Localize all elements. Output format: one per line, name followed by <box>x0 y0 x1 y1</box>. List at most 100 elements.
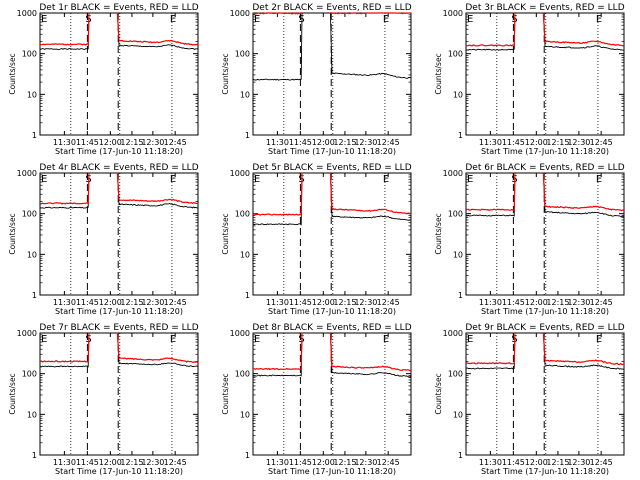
x-tick-label: 12:15 <box>546 298 569 307</box>
series-line-post-lld <box>542 12 625 47</box>
y-tick-label: 1 <box>245 451 250 460</box>
marker-end-label: E <box>170 14 176 25</box>
marker-end-label: E <box>383 174 389 185</box>
y-tick-label: 1000 <box>443 9 463 18</box>
x-tick-label: 12:30 <box>354 138 377 147</box>
marker-end-label: E <box>383 334 389 345</box>
marker-left-label: E <box>467 174 473 185</box>
x-tick-label: 11:30 <box>479 138 502 147</box>
x-axis-label: Start Time (17-Jun-10 11:18:20) <box>481 147 609 156</box>
y-tick-label: 100 <box>235 370 250 379</box>
x-tick-label: 11:45 <box>289 298 312 307</box>
marker-left-label: E <box>467 14 473 25</box>
y-tick-label: 1 <box>245 291 250 300</box>
series-line-pre-events <box>39 172 90 209</box>
chart-panel-8: Det 8r BLACK = Events, RED = LLD 1 10 100 10… <box>221 323 412 476</box>
series-line-post-events <box>542 172 625 218</box>
y-tick-label: 10 <box>240 410 250 419</box>
x-tick-label: 12:45 <box>377 138 400 147</box>
x-tick-label: 11:45 <box>502 298 525 307</box>
series-line-post-lld <box>542 332 625 366</box>
plot-frame <box>39 12 199 136</box>
x-tick-label: 12:15 <box>333 138 356 147</box>
series-line-pre-events <box>252 172 303 226</box>
series-line-pre-events <box>253 332 303 377</box>
x-tick-label: 12:15 <box>546 138 569 147</box>
series-line-pre-events <box>252 12 303 81</box>
marker-end-label: E <box>383 14 389 25</box>
y-tick-label: 10 <box>27 250 37 259</box>
chart-panel-7: Det 7r BLACK = Events, RED = LLD 1 10 100 10… <box>8 323 199 476</box>
marker-left-label: E <box>41 14 47 25</box>
series-line-post-events <box>116 332 199 368</box>
x-tick-label: 12:45 <box>590 138 613 147</box>
y-axis-label: Counts/sec <box>221 373 230 414</box>
x-tick-label: 11:30 <box>266 298 289 307</box>
x-tick-label: 12:15 <box>120 138 143 147</box>
y-tick-label: 1 <box>458 451 463 460</box>
series-line-pre-lld <box>39 12 90 46</box>
series-line-pre-lld <box>465 172 516 211</box>
series-line-pre-lld <box>252 172 303 217</box>
series-line-post-lld <box>116 12 199 46</box>
chart-panel-3: Det 3r BLACK = Events, RED = LLD 1 10 100 10… <box>434 3 625 156</box>
x-tick-label: 11:45 <box>76 138 99 147</box>
x-tick-label: 12:30 <box>141 138 164 147</box>
y-tick-label: 10 <box>240 250 250 259</box>
x-tick-label: 12:00 <box>99 458 122 467</box>
y-tick-label: 1 <box>458 131 463 140</box>
y-axis-label: Counts/sec <box>434 53 443 94</box>
x-tick-label: 12:30 <box>354 298 377 307</box>
y-tick-label: 100 <box>448 50 463 59</box>
marker-end-label: E <box>596 14 602 25</box>
x-tick-label: 12:15 <box>546 458 569 467</box>
y-tick-label: 1000 <box>443 169 463 178</box>
plot-frame <box>465 332 625 456</box>
x-tick-label: 12:00 <box>525 138 548 147</box>
y-axis-label: Counts/sec <box>221 213 230 254</box>
x-tick-label: 12:30 <box>354 458 377 467</box>
marker-end-label: E <box>596 334 602 345</box>
marker-left-label: E <box>254 174 260 185</box>
y-tick-label: 1000 <box>230 329 250 338</box>
marker-left-label: E <box>467 334 473 345</box>
chart-panel-1: Det 1r BLACK = Events, RED = LLD 1 10 100 10… <box>8 3 199 156</box>
plot-frame <box>465 172 625 296</box>
series-line-post-lld <box>329 332 412 372</box>
series-line-post-lld <box>116 172 199 205</box>
y-tick-label: 100 <box>448 210 463 219</box>
series-line-pre-events <box>466 12 516 51</box>
x-axis-label: Start Time (17-Jun-10 11:18:20) <box>55 147 183 156</box>
x-tick-label: 11:30 <box>479 458 502 467</box>
x-tick-label: 11:30 <box>479 298 502 307</box>
marker-left-label: E <box>254 14 260 25</box>
series-line-post-events <box>329 12 412 79</box>
y-tick-label: 1000 <box>17 169 37 178</box>
y-axis-label: Counts/sec <box>221 53 230 94</box>
series-line-post-lld <box>329 172 412 215</box>
series-line-pre-lld <box>39 332 90 363</box>
series-line-post-events <box>542 332 625 370</box>
y-tick-label: 100 <box>22 210 37 219</box>
y-tick-label: 10 <box>453 90 463 99</box>
y-tick-label: 1 <box>32 291 37 300</box>
x-tick-label: 12:30 <box>567 138 590 147</box>
x-tick-label: 12:30 <box>141 298 164 307</box>
chart-title: Det 6r BLACK = Events, RED = LLD <box>465 163 624 173</box>
chart-title: Det 3r BLACK = Events, RED = LLD <box>465 3 624 13</box>
x-axis-label: Start Time (17-Jun-10 11:18:20) <box>55 467 183 476</box>
x-tick-label: 12:45 <box>164 298 187 307</box>
series-line-post-events <box>329 172 412 221</box>
y-tick-label: 1000 <box>443 329 463 338</box>
plot-frame <box>39 332 199 456</box>
x-tick-label: 12:00 <box>525 298 548 307</box>
y-axis-label: Counts/sec <box>8 53 17 94</box>
y-tick-label: 1000 <box>17 9 37 18</box>
x-tick-label: 11:45 <box>502 138 525 147</box>
y-axis-label: Counts/sec <box>8 213 17 254</box>
series-line-post-lld <box>542 172 625 212</box>
series-line-pre-events <box>465 332 516 370</box>
series-line-pre-lld <box>252 332 303 371</box>
plot-frame <box>39 172 199 296</box>
x-tick-label: 11:30 <box>266 458 289 467</box>
